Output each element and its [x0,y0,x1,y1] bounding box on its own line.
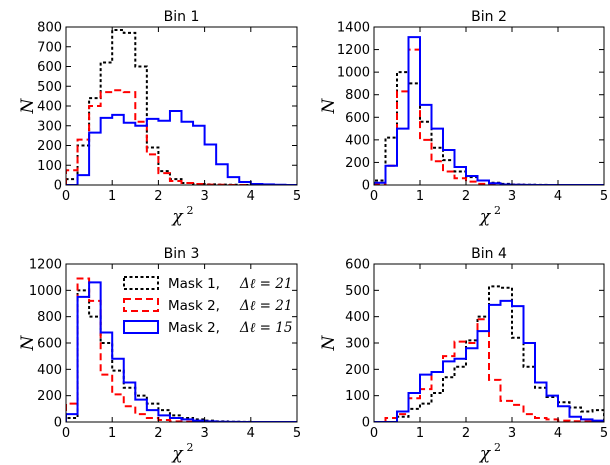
y-tick-label: 600 [37,337,62,352]
panel-title: Bin 3 [164,246,200,262]
x-axis-label: χ [171,444,184,464]
y-tick-label: 800 [37,21,62,36]
y-axis-label: N [18,334,38,351]
x-tick-label: 0 [370,426,378,441]
y-axis-label: N [319,97,339,114]
legend-label-mask1-dl21: Mask 1, [168,276,220,292]
x-axis-label: χ [171,207,184,227]
x-tick-label: 3 [200,189,208,204]
y-tick-label: 300 [345,337,370,352]
y-tick-label: 400 [345,133,370,148]
y-tick-label: 400 [37,363,62,378]
x-axis-label-superscript: 2 [187,204,194,217]
y-tick-label: 1200 [337,43,370,58]
x-tick-label: 2 [154,426,162,441]
x-tick-label: 3 [508,189,516,204]
y-tick-label: 200 [37,139,62,154]
legend-math-mask2-dl21: Δℓ = 21 [239,298,292,314]
y-tick-label: 600 [345,258,370,273]
y-tick-label: 0 [362,179,370,194]
y-tick-label: 200 [37,389,62,404]
histogram-mask2-dl15 [66,109,297,185]
x-tick-label: 4 [554,426,562,441]
y-tick-label: 0 [362,416,370,431]
x-tick-label: 1 [108,189,116,204]
histogram-mask1-dl21 [66,28,297,185]
y-tick-label: 1400 [337,21,370,36]
legend-key-mask1-dl21 [123,276,159,290]
y-tick-label: 100 [37,159,62,174]
y-tick-label: 1200 [29,258,62,273]
x-tick-label: 3 [508,426,516,441]
legend-math-mask1-dl21: Δℓ = 21 [239,276,292,292]
x-axis-label: χ [479,207,492,227]
histogram-mask2-dl21 [374,48,604,185]
x-tick-label: 5 [600,426,608,441]
y-tick-label: 0 [54,179,62,194]
panel-title: Bin 2 [471,9,507,25]
y-tick-label: 800 [37,310,62,325]
y-axis-label: N [18,97,38,114]
legend: Mask 1, Δℓ = 21 Mask 2, Δℓ = 21 Mask 2, Δℓ… [123,276,292,336]
x-tick-label: 4 [247,189,255,204]
legend-key-mask2-dl15 [123,320,159,334]
x-tick-label: 4 [247,426,255,441]
y-tick-label: 400 [37,100,62,115]
x-axis-label-superscript: 2 [494,441,501,454]
x-axis-label-superscript: 2 [494,204,501,217]
y-tick-label: 200 [345,363,370,378]
y-axis-label: N [319,334,339,351]
y-tick-label: 700 [37,40,62,55]
plot-frame [373,26,605,186]
x-tick-label: 2 [462,426,470,441]
legend-math-mask2-dl15: Δℓ = 15 [239,320,292,336]
panel-title: Bin 1 [164,9,200,25]
y-tick-label: 1000 [29,284,62,299]
legend-label-mask2-dl21: Mask 2, [168,298,220,314]
legend-label-mask2-dl15: Mask 2, [168,320,220,336]
y-tick-label: 800 [345,88,370,103]
x-tick-label: 2 [154,189,162,204]
y-tick-label: 300 [37,119,62,134]
x-tick-label: 3 [200,426,208,441]
histogram-mask2-dl21 [374,318,604,422]
x-tick-label: 5 [600,189,608,204]
y-tick-label: 200 [345,156,370,171]
x-tick-label: 0 [62,189,70,204]
y-tick-label: 400 [345,310,370,325]
x-tick-label: 0 [62,426,70,441]
x-axis-label-superscript: 2 [187,441,194,454]
y-tick-label: 1000 [337,66,370,81]
y-tick-label: 500 [37,80,62,95]
y-tick-label: 0 [54,416,62,431]
histogram-mask2-dl21 [66,89,297,185]
x-tick-label: 1 [416,426,424,441]
histogram-mask1-dl21 [374,285,604,422]
x-axis-label: χ [479,444,492,464]
panel-title: Bin 4 [471,246,507,262]
y-tick-label: 600 [345,111,370,126]
y-tick-label: 500 [345,284,370,299]
histogram-mask2-dl15 [374,36,604,185]
y-tick-label: 100 [345,389,370,404]
x-tick-label: 5 [293,189,301,204]
x-tick-label: 4 [554,189,562,204]
legend-key-mask2-dl21 [123,298,159,312]
y-tick-label: 600 [37,60,62,75]
x-tick-label: 1 [416,189,424,204]
histogram-mask2-dl15 [374,299,604,422]
x-tick-label: 2 [462,189,470,204]
x-tick-label: 5 [293,426,301,441]
x-tick-label: 1 [108,426,116,441]
x-tick-label: 0 [370,189,378,204]
